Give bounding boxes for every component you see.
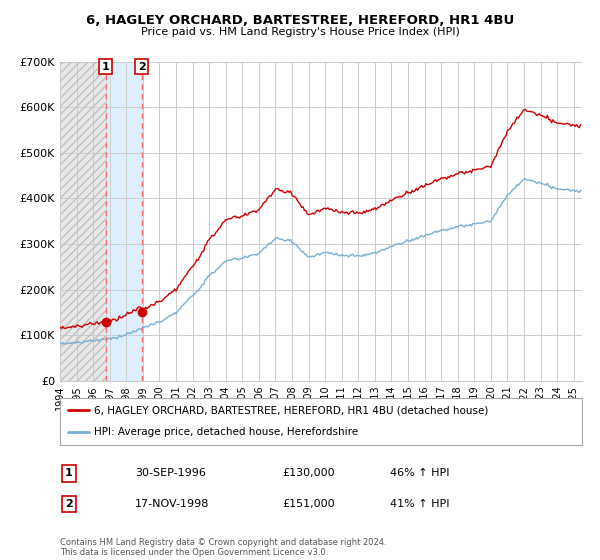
Text: 17-NOV-1998: 17-NOV-1998 [135,499,209,509]
Text: Price paid vs. HM Land Registry's House Price Index (HPI): Price paid vs. HM Land Registry's House … [140,27,460,37]
Text: Contains HM Land Registry data © Crown copyright and database right 2024.
This d: Contains HM Land Registry data © Crown c… [60,538,386,557]
Text: 6, HAGLEY ORCHARD, BARTESTREE, HEREFORD, HR1 4BU (detached house): 6, HAGLEY ORCHARD, BARTESTREE, HEREFORD,… [94,405,488,416]
Text: 41% ↑ HPI: 41% ↑ HPI [390,499,449,509]
Text: £151,000: £151,000 [282,499,335,509]
Text: 2: 2 [65,499,73,509]
Text: £130,000: £130,000 [282,468,335,478]
Text: 1: 1 [65,468,73,478]
Text: HPI: Average price, detached house, Herefordshire: HPI: Average price, detached house, Here… [94,427,358,437]
Text: 6, HAGLEY ORCHARD, BARTESTREE, HEREFORD, HR1 4BU: 6, HAGLEY ORCHARD, BARTESTREE, HEREFORD,… [86,14,514,27]
Text: 1: 1 [101,62,109,72]
Text: 46% ↑ HPI: 46% ↑ HPI [390,468,449,478]
Text: 2: 2 [137,62,145,72]
Text: 30-SEP-1996: 30-SEP-1996 [135,468,206,478]
